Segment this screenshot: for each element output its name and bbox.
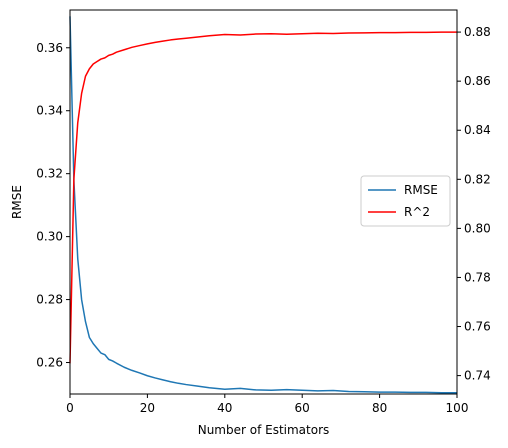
x-tick-label: 100	[446, 401, 469, 415]
series-line-1	[69, 16, 457, 394]
y-left-tick-label: 0.32	[36, 167, 63, 181]
y-left-tick-label: 0.26	[36, 356, 63, 370]
series-line-2	[69, 31, 457, 364]
legend-label-2: R^2	[404, 205, 430, 219]
ticks-layer: 0 20 40 60 80 100 0.26 0.28 0.30 0.32 0.34 0.36 0.74…	[36, 25, 490, 415]
y-left-tick-label: 0.36	[36, 41, 63, 55]
x-tick-label: 80	[372, 401, 387, 415]
y-right-tick-label: 0.82	[464, 172, 491, 186]
x-tick-label: 20	[140, 401, 155, 415]
y-left-tick-label: 0.34	[36, 104, 63, 118]
legend-box	[360, 175, 451, 227]
y-left-tick-label: 0.28	[36, 293, 63, 307]
lines-layer	[69, 16, 457, 394]
y-right-tick-label: 0.88	[464, 25, 491, 39]
y-right-tick-label: 0.86	[464, 74, 491, 88]
y-left-tick-label: 0.30	[36, 230, 63, 244]
y-right-tick-label: 0.74	[464, 369, 491, 383]
legend: RMSE R^2	[360, 175, 451, 227]
y-right-tick-label: 0.80	[464, 221, 491, 235]
y-right-tick-label: 0.84	[464, 123, 491, 137]
legend-items: RMSE R^2	[368, 183, 438, 219]
x-axis-title: Number of Estimators	[198, 423, 330, 437]
legend-label-1: RMSE	[404, 183, 438, 197]
y-right-tick-label: 0.76	[464, 320, 491, 334]
x-tick-label: 60	[295, 401, 310, 415]
x-tick-label: 40	[217, 401, 232, 415]
y-axis-title: RMSE	[10, 185, 24, 219]
y-right-tick-label: 0.78	[464, 270, 491, 284]
plot-frame	[69, 9, 458, 395]
x-tick-label: 0	[66, 401, 74, 415]
